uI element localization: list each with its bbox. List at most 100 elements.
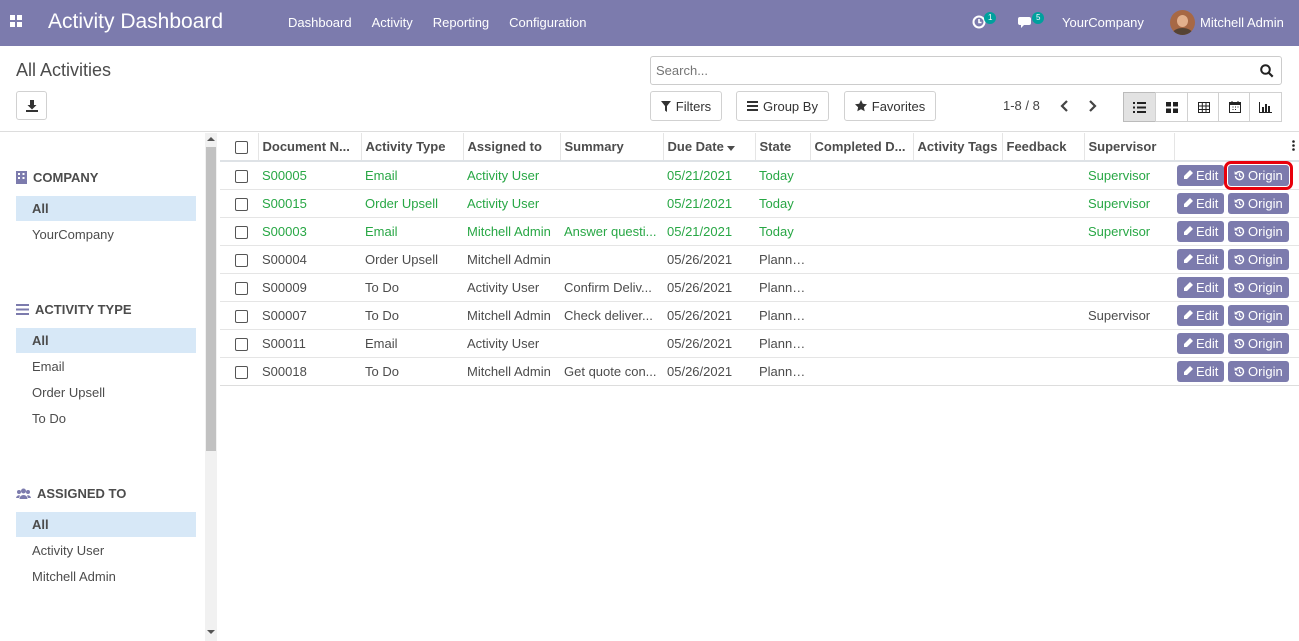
edit-button[interactable]: Edit	[1177, 220, 1225, 242]
control-panel: All Activities Filters Group By Favorite…	[0, 46, 1299, 132]
table-row[interactable]: S00003 Email Mitchell Admin Answer questi..…	[220, 216, 1299, 245]
search-icon[interactable]	[1260, 64, 1274, 78]
company-section-title: COMPANY	[16, 170, 98, 185]
origin-button[interactable]: Origin	[1228, 192, 1289, 214]
clock-icon	[972, 15, 986, 29]
pencil-icon	[1184, 366, 1193, 376]
column-header-due-date[interactable]: Due Date	[662, 133, 755, 162]
document-cell: S00018	[258, 356, 361, 385]
column-header-feedback[interactable]: Feedback	[1001, 133, 1084, 162]
export-button[interactable]	[16, 91, 47, 120]
graph-view-button[interactable]	[1249, 92, 1282, 122]
origin-button[interactable]: Origin	[1228, 276, 1289, 298]
origin-button[interactable]: Origin	[1228, 360, 1289, 382]
origin-button[interactable]: Origin	[1228, 332, 1289, 354]
optional-columns-cell	[1173, 133, 1299, 162]
origin-button[interactable]: Origin	[1228, 248, 1289, 270]
column-header-completed-date[interactable]: Completed D...	[809, 133, 913, 162]
group-by-button[interactable]: Group By	[736, 91, 829, 121]
edit-button[interactable]: Edit	[1177, 164, 1225, 186]
supervisor-cell: Supervisor	[1084, 216, 1174, 245]
column-header-assigned-to[interactable]: Assigned to	[462, 133, 560, 162]
pager-previous-icon[interactable]	[1060, 100, 1070, 112]
table-row[interactable]: S00009 To Do Activity User Confirm Deliv...…	[220, 272, 1299, 301]
favorites-button[interactable]: Favorites	[844, 91, 936, 121]
document-cell: S00011	[258, 328, 361, 357]
edit-button[interactable]: Edit	[1177, 304, 1225, 326]
pager-value[interactable]: 1-8 / 8	[1003, 98, 1040, 113]
assigned-filter-all[interactable]: All	[16, 512, 196, 537]
user-avatar[interactable]	[1170, 10, 1195, 35]
origin-label: Origin	[1248, 167, 1283, 183]
column-header-summary[interactable]: Summary	[559, 133, 663, 162]
column-header-state[interactable]: State	[754, 133, 810, 162]
activity-type-filter-to-do[interactable]: To Do	[32, 411, 66, 426]
origin-label: Origin	[1248, 307, 1283, 323]
table-row[interactable]: S00005 Email Activity User 05/21/2021 Today S…	[220, 160, 1299, 190]
edit-button[interactable]: Edit	[1177, 332, 1225, 354]
kanban-view-button[interactable]	[1155, 92, 1188, 122]
row-checkbox[interactable]	[235, 365, 248, 379]
pivot-view-button[interactable]	[1187, 92, 1220, 122]
assigned-to-cell: Activity User	[463, 272, 560, 301]
column-options-icon[interactable]	[1292, 140, 1295, 151]
list-view-button[interactable]	[1123, 92, 1156, 122]
supervisor-cell: Supervisor	[1084, 300, 1174, 329]
row-checkbox[interactable]	[235, 337, 248, 351]
select-all-checkbox[interactable]	[235, 141, 248, 155]
menu-item-dashboard[interactable]: Dashboard	[288, 15, 352, 30]
menu-item-activity[interactable]: Activity	[371, 15, 413, 30]
pencil-icon	[1184, 198, 1193, 207]
filters-button[interactable]: Filters	[650, 91, 722, 121]
sidebar-scrollbar[interactable]	[205, 133, 217, 641]
user-menu[interactable]: Mitchell Admin	[1200, 15, 1284, 30]
search-input[interactable]	[656, 57, 1246, 83]
assigned-filter-mitchell-admin[interactable]: Mitchell Admin	[32, 569, 116, 584]
edit-button[interactable]: Edit	[1177, 192, 1225, 214]
feedback-cell	[1002, 272, 1084, 301]
chat-icon	[1018, 17, 1031, 28]
company-filter-all[interactable]: All	[16, 196, 196, 221]
column-header-activity-tags[interactable]: Activity Tags	[912, 133, 1002, 162]
scroll-up-icon[interactable]	[207, 136, 215, 142]
messages-button[interactable]: 5	[1018, 12, 1046, 33]
table-row[interactable]: S00018 To Do Mitchell Admin Get quote con..…	[220, 356, 1299, 385]
calendar-view-button[interactable]	[1218, 92, 1251, 122]
edit-button[interactable]: Edit	[1177, 248, 1225, 270]
menu-item-reporting[interactable]: Reporting	[432, 15, 490, 30]
pencil-icon	[1184, 254, 1193, 263]
activity-type-filter-email[interactable]: Email	[32, 359, 65, 374]
origin-button[interactable]: Origin	[1228, 304, 1289, 326]
edit-button[interactable]: Edit	[1177, 360, 1225, 382]
origin-button[interactable]: Origin	[1224, 160, 1293, 190]
row-checkbox[interactable]	[235, 309, 248, 323]
pager-next-icon[interactable]	[1087, 100, 1097, 112]
activity-clock-button[interactable]: 1	[972, 12, 997, 33]
row-checkbox[interactable]	[235, 169, 248, 183]
menu-item-configuration[interactable]: Configuration	[509, 15, 587, 30]
column-header-activity-type[interactable]: Activity Type	[360, 133, 463, 162]
row-checkbox[interactable]	[235, 253, 248, 267]
row-checkbox[interactable]	[235, 225, 248, 239]
main-menu: Dashboard Activity Reporting Configurati…	[288, 15, 586, 30]
table-row[interactable]: S00007 To Do Mitchell Admin Check deliver..…	[220, 300, 1299, 329]
table-row[interactable]: S00004 Order Upsell Mitchell Admin 05/26/20…	[220, 244, 1299, 273]
row-checkbox[interactable]	[235, 281, 248, 295]
activity-type-cell: Order Upsell	[361, 244, 463, 273]
edit-button[interactable]: Edit	[1177, 276, 1225, 298]
column-header-document[interactable]: Document N...	[257, 133, 361, 162]
scrollbar-thumb[interactable]	[206, 147, 216, 451]
table-row[interactable]: S00011 Email Activity User 05/26/2021 Planne…	[220, 328, 1299, 357]
row-checkbox[interactable]	[235, 197, 248, 211]
activity-tags-cell	[913, 244, 1002, 273]
company-filter-yourcompany[interactable]: YourCompany	[32, 227, 114, 242]
company-switcher[interactable]: YourCompany	[1062, 15, 1144, 30]
assigned-filter-activity-user[interactable]: Activity User	[32, 543, 105, 558]
activity-type-filter-order-upsell[interactable]: Order Upsell	[32, 385, 105, 400]
activity-type-filter-all[interactable]: All	[16, 328, 196, 353]
column-header-supervisor[interactable]: Supervisor	[1083, 133, 1174, 162]
apps-menu-icon[interactable]	[10, 15, 23, 28]
origin-button[interactable]: Origin	[1228, 220, 1289, 242]
scroll-down-icon[interactable]	[207, 629, 215, 635]
table-row[interactable]: S00015 Order Upsell Activity User 05/21/202…	[220, 188, 1299, 217]
